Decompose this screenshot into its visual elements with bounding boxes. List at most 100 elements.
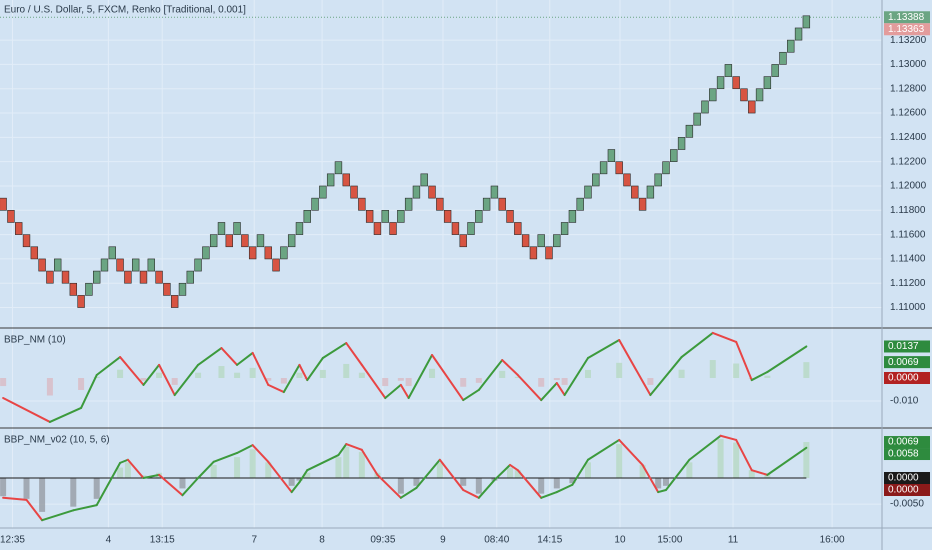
renko-brick	[209, 234, 218, 248]
renko-brick	[295, 222, 304, 235]
indicator-line-segment	[25, 498, 44, 522]
indicator-line-segment	[664, 458, 691, 491]
y-tick-label: 1.13000	[890, 59, 927, 70]
renko-brick	[365, 210, 374, 223]
histogram-bar	[538, 478, 545, 494]
histogram-bar	[764, 375, 771, 378]
histogram-bar	[343, 446, 350, 478]
histogram-bar	[616, 444, 623, 478]
histogram-bar	[429, 368, 436, 378]
indicator-line-segment	[618, 438, 644, 466]
indicator-line-segment	[641, 463, 660, 494]
indicator-line-segment	[360, 363, 387, 400]
renko-brick	[802, 15, 811, 29]
renko-brick	[794, 27, 803, 41]
x-tick-label: 14:15	[537, 535, 562, 546]
renko-brick	[553, 234, 561, 248]
indicator-line-segment	[540, 491, 558, 499]
indicator-line-segment	[587, 339, 621, 359]
indicator-line-segment	[95, 461, 122, 507]
renko-brick	[693, 112, 701, 126]
indicator-line-segment	[2, 496, 28, 501]
renko-brick	[560, 222, 569, 235]
renko-brick	[568, 210, 577, 223]
histogram-bar	[561, 378, 568, 385]
y-tick-label: 1.12200	[890, 156, 927, 167]
renko-brick	[576, 197, 584, 211]
renko-brick	[506, 210, 514, 223]
renko-brick	[537, 234, 545, 248]
renko-brick	[397, 210, 405, 223]
renko-brick	[280, 246, 288, 260]
renko-brick	[170, 295, 179, 308]
price-label: 1.13388	[888, 12, 925, 23]
renko-brick	[599, 161, 608, 175]
y-tick-label: 1.12600	[890, 108, 927, 119]
histogram-bar	[748, 470, 755, 478]
renko-brick	[373, 222, 382, 235]
indicator-line-segment	[126, 458, 145, 479]
renko-brick	[545, 246, 553, 260]
renko-brick	[163, 282, 171, 296]
histogram-bar	[413, 478, 420, 486]
renko-brick	[100, 258, 109, 272]
renko-brick	[467, 222, 475, 235]
renko-brick	[46, 270, 54, 284]
x-tick-label: 4	[106, 535, 112, 546]
renko-brick	[342, 173, 350, 187]
renko-brick	[334, 161, 343, 175]
indicator-line-segment	[321, 342, 348, 359]
renko-brick	[787, 39, 795, 53]
indicator-line-segment	[236, 351, 254, 366]
renko-brick	[436, 197, 444, 211]
indicator-line-segment	[571, 458, 589, 486]
x-tick-label: 11	[728, 535, 739, 546]
histogram-bar	[475, 478, 482, 494]
histogram-bar	[93, 478, 100, 499]
indicator-line-segment	[212, 451, 239, 463]
y-tick-label: 1.11600	[890, 229, 926, 240]
indicator-line-segment	[540, 382, 558, 402]
renko-brick	[155, 270, 163, 284]
y-tick-label: 1.11400	[890, 254, 926, 265]
y-tick-label: 1.12800	[890, 83, 927, 94]
renko-brick	[662, 161, 670, 175]
indicator-line-segment	[267, 383, 285, 394]
price-label-box	[884, 472, 930, 484]
histogram-bar	[662, 478, 669, 486]
indicator-line-segment	[345, 342, 363, 366]
indicator-line-segment	[298, 469, 309, 484]
indicator-line-segment	[181, 477, 200, 497]
indicator-line-segment	[477, 479, 496, 499]
histogram-bar	[733, 363, 740, 378]
indicator-line-segment	[587, 438, 621, 461]
histogram-bar	[296, 372, 303, 378]
histogram-bar	[234, 372, 241, 378]
indicator-line-segment	[80, 374, 98, 409]
histogram-bar	[140, 378, 147, 381]
renko-brick	[724, 64, 733, 77]
indicator-line-segment	[360, 448, 379, 476]
indicator-line-segment	[220, 347, 239, 366]
indicator-line-segment	[501, 359, 519, 377]
renko-brick	[233, 222, 241, 235]
renko-brick	[225, 234, 233, 248]
histogram-bar	[717, 438, 724, 478]
y-tick-label: -0.010	[890, 396, 919, 407]
histogram-bar	[23, 478, 30, 499]
renko-brick	[685, 124, 694, 138]
histogram-bar	[655, 478, 662, 489]
indicator-line-segment	[618, 339, 652, 397]
indicator-line-segment	[555, 382, 566, 397]
renko-brick	[428, 185, 436, 199]
y-tick-label: -0.0050	[890, 499, 924, 510]
histogram-bar	[647, 378, 654, 385]
renko-brick	[147, 258, 155, 272]
histogram-bar	[436, 462, 443, 478]
indicator-line-segment	[477, 359, 504, 391]
histogram-bar	[397, 478, 404, 494]
indicator-line-segment	[462, 488, 480, 499]
histogram-bar	[335, 457, 342, 478]
renko-brick	[319, 185, 327, 199]
indicator-line-segment	[142, 363, 161, 386]
